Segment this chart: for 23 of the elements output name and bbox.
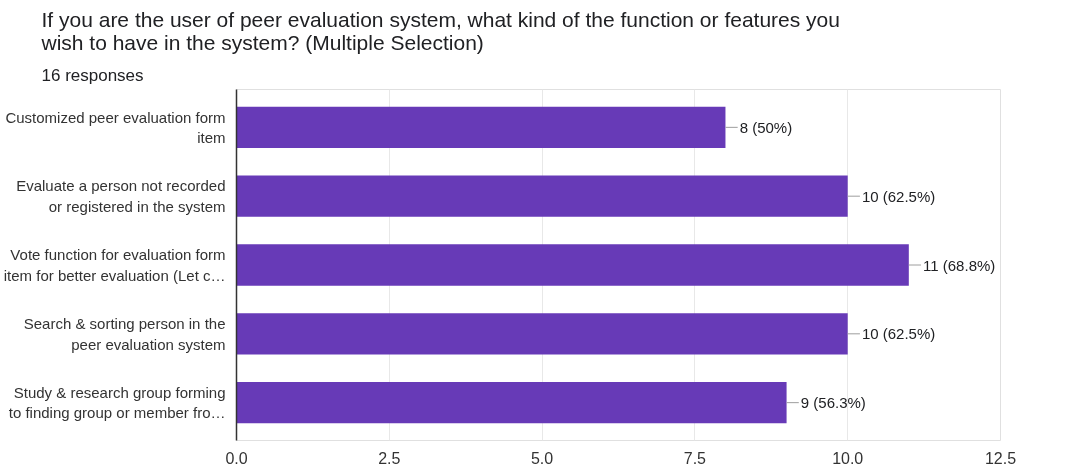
data-label: 10 (62.5%) (861, 187, 936, 205)
x-tick-label: 2.5 (378, 449, 401, 467)
x-tick-label: 0.0 (225, 449, 248, 467)
bar (236, 106, 726, 148)
data-label: 9 (56.3%) (800, 394, 866, 412)
bar (236, 244, 909, 286)
bar (236, 382, 787, 424)
x-tick-label: 5.0 (530, 449, 554, 467)
y-tick-label: Search & sorting person in the peer evaluation system (23, 315, 226, 353)
y-tick-label: Customized peer evaluation form item (5, 108, 226, 147)
y-tick-label: Vote function for evaluation form item for better evaluation (Let c… (3, 246, 226, 284)
x-tick-label: 10.0 (832, 449, 864, 467)
text: 16 responses (41, 65, 144, 85)
x-tick-label: 7.5 (683, 449, 707, 467)
data-label: 8 (50%) (739, 118, 793, 136)
chart-title: If you are the user of peer evaluation system, what kind of the function or features you wish to have in the system? (Multiple Selection) (40, 7, 840, 54)
y-tick-label: Study & research group forming to finding group or member fro… (8, 383, 226, 422)
x-tick-label: 12.5 (984, 449, 1017, 467)
data-label: 11 (68.8%) (923, 256, 996, 274)
y-tick-label: Evaluate a person not recorded or registered in the system (16, 177, 226, 215)
data-label: 10 (62.5%) (861, 325, 936, 343)
bar (236, 175, 848, 217)
bar (236, 313, 848, 355)
